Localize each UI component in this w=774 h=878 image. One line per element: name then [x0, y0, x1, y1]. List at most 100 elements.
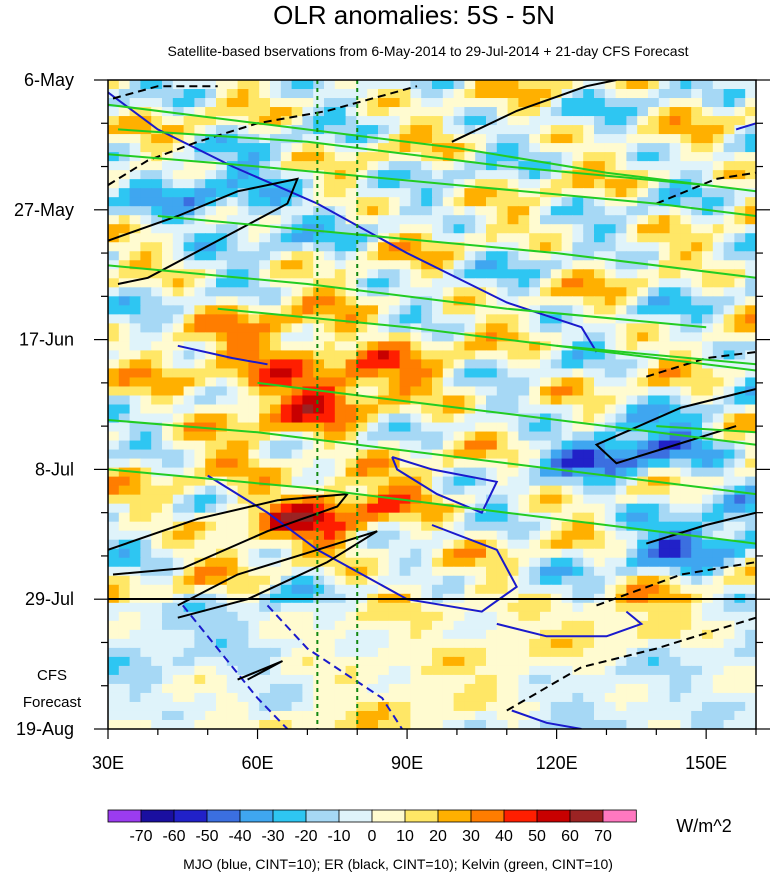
heatmap-cell	[162, 431, 174, 442]
heatmap-cell	[421, 143, 433, 153]
heatmap-cell	[453, 584, 465, 595]
heatmap-cell	[691, 476, 703, 487]
heatmap-cell	[172, 638, 185, 649]
heatmap-cell	[442, 476, 455, 487]
heatmap-cell	[648, 152, 660, 162]
heatmap-cell	[486, 305, 498, 315]
heatmap-cell	[712, 116, 725, 126]
heatmap-cell	[399, 467, 411, 478]
heatmap-cell	[583, 143, 595, 153]
heatmap-cell	[594, 458, 606, 469]
heatmap-cell	[140, 305, 152, 315]
heatmap-cell	[734, 125, 746, 135]
heatmap-cell	[151, 476, 163, 487]
heatmap-cell	[486, 431, 498, 442]
heatmap-cell	[604, 296, 617, 306]
heatmap-cell	[334, 701, 347, 712]
heatmap-cell	[129, 224, 141, 234]
heatmap-cell	[432, 197, 444, 207]
heatmap-cell	[475, 512, 487, 523]
heatmap-cell	[280, 386, 293, 397]
heatmap-cell	[572, 170, 584, 180]
heatmap-cell	[572, 404, 584, 415]
heatmap-cell	[550, 575, 563, 586]
heatmap-cell	[464, 233, 476, 243]
heatmap-cell	[561, 476, 573, 487]
heatmap-cell	[453, 296, 465, 306]
heatmap-cell	[723, 116, 735, 126]
heatmap-cell	[216, 314, 228, 324]
heatmap-cell	[561, 503, 573, 514]
heatmap-cell	[637, 242, 649, 252]
heatmap-cell	[550, 395, 563, 406]
heatmap-cell	[464, 638, 476, 649]
heatmap-cell	[237, 710, 249, 721]
heatmap-cell	[561, 242, 573, 252]
heatmap-cell	[475, 422, 487, 433]
heatmap-cell	[280, 485, 293, 496]
heatmap-cell	[378, 395, 390, 406]
heatmap-cell	[453, 368, 465, 379]
heatmap-cell	[669, 611, 681, 622]
mjo-contour	[735, 122, 756, 131]
heatmap-cell	[108, 530, 120, 541]
heatmap-cell	[734, 332, 746, 342]
heatmap-cell	[680, 413, 692, 424]
heatmap-cell	[637, 170, 649, 180]
heatmap-cell	[172, 710, 185, 721]
heatmap-cell	[259, 638, 271, 649]
heatmap-cell	[475, 296, 487, 306]
heatmap-cell	[669, 161, 681, 171]
heatmap-cell	[572, 206, 584, 216]
heatmap-cell	[723, 314, 735, 324]
heatmap-cell	[648, 521, 660, 532]
heatmap-cell	[388, 98, 401, 108]
heatmap-cell	[151, 377, 163, 388]
heatmap-cell	[291, 440, 303, 451]
heatmap-cell	[540, 503, 552, 514]
heatmap-cell	[118, 152, 131, 162]
heatmap-cell	[702, 710, 714, 721]
heatmap-cell	[345, 566, 357, 577]
heatmap-cell	[324, 629, 336, 640]
heatmap-cell	[583, 494, 595, 505]
heatmap-cell	[108, 269, 120, 279]
heatmap-cell	[702, 611, 714, 622]
heatmap-cell	[723, 332, 735, 342]
heatmap-cell	[151, 710, 163, 721]
heatmap-cell	[194, 323, 206, 333]
heatmap-cell	[129, 440, 141, 451]
heatmap-cell	[648, 188, 660, 198]
heatmap-cell	[615, 566, 627, 577]
heatmap-cell	[518, 431, 530, 442]
heatmap-cell	[140, 314, 152, 324]
heatmap-cell	[691, 422, 703, 433]
heatmap-cell	[367, 656, 379, 667]
heatmap-cell	[378, 179, 390, 189]
heatmap-cell	[734, 665, 746, 676]
heatmap-cell	[410, 341, 422, 352]
heatmap-cell	[216, 107, 228, 117]
heatmap-cell	[259, 368, 271, 379]
heatmap-cell	[475, 98, 487, 108]
heatmap-cell	[410, 269, 422, 279]
heatmap-cell	[388, 278, 401, 288]
heatmap-cell	[378, 269, 390, 279]
heatmap-cell	[550, 125, 563, 135]
heatmap-cell	[561, 359, 573, 370]
heatmap-cell	[507, 323, 519, 333]
heatmap-cell	[270, 467, 282, 478]
heatmap-cell	[486, 719, 498, 729]
heatmap-cell	[734, 206, 746, 216]
heatmap-cell	[669, 305, 681, 315]
heatmap-cell	[345, 629, 357, 640]
heatmap-cell	[572, 80, 584, 90]
heatmap-cell	[248, 440, 260, 451]
heatmap-cell	[280, 395, 293, 406]
heatmap-cell	[604, 269, 617, 279]
heatmap-cell	[723, 494, 735, 505]
heatmap-cell	[410, 359, 422, 370]
heatmap-cell	[680, 683, 692, 694]
heatmap-cell	[702, 98, 714, 108]
heatmap-cell	[550, 278, 563, 288]
